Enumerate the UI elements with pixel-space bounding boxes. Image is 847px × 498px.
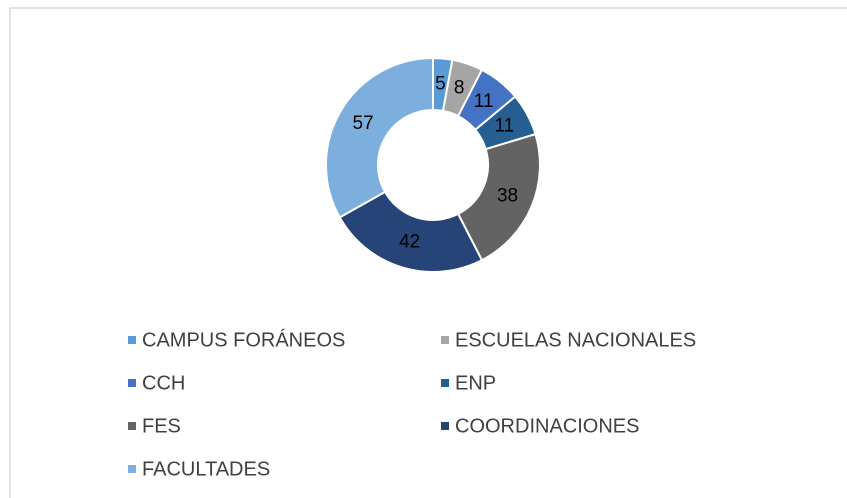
legend-marker [128, 465, 136, 473]
legend-label: COORDINACIONES [455, 415, 639, 437]
data-label: 11 [494, 116, 514, 137]
data-label: 8 [454, 77, 465, 98]
data-label: 11 [474, 91, 494, 112]
donut-slice [325, 56, 434, 219]
legend-marker [128, 336, 136, 344]
legend-marker [441, 422, 449, 430]
data-label: 38 [497, 186, 518, 207]
legend-label: FES [142, 415, 181, 437]
legend-marker [441, 336, 449, 344]
legend-label: ENP [455, 372, 496, 394]
data-label: 42 [399, 232, 420, 253]
legend-marker [128, 379, 136, 387]
legend-label: CAMPUS FORÁNEOS [142, 328, 345, 351]
legend-marker [441, 379, 449, 387]
legend-label: CCH [142, 372, 185, 394]
data-label: 5 [435, 73, 446, 94]
legend-label: FACULTADES [142, 458, 270, 480]
donut-slice [456, 132, 541, 262]
legend-marker [128, 422, 136, 430]
donut-slice [338, 190, 484, 273]
data-label: 57 [353, 113, 374, 134]
legend-label: ESCUELAS NACIONALES [455, 329, 696, 351]
